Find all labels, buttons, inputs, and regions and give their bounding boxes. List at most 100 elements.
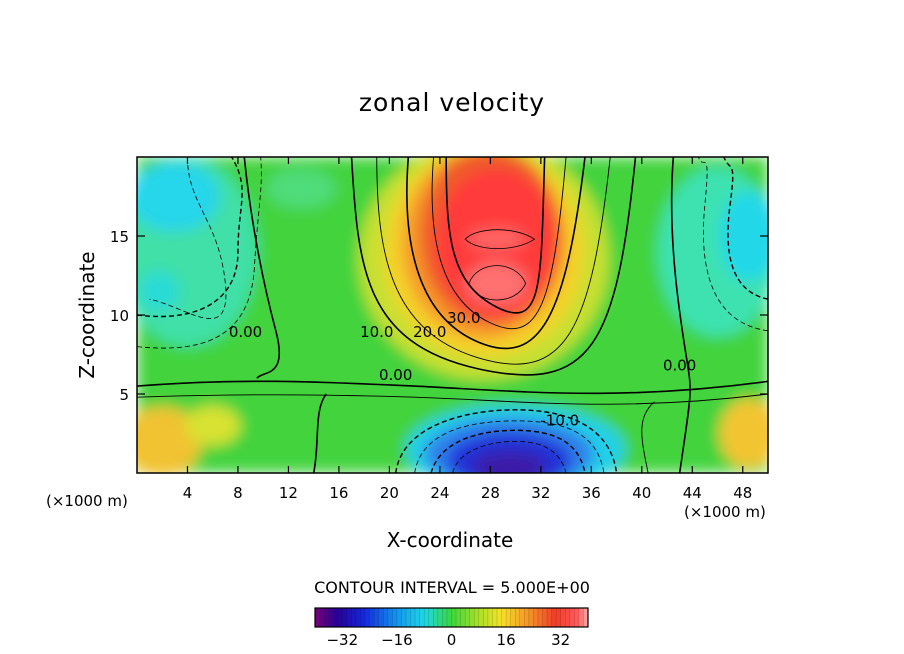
chart-title: zonal velocity (358, 88, 546, 117)
colorbar-tick-label: −32 (326, 631, 358, 649)
contour-labels: 30.020.0 10.0 0.00 0.00 0.00 -10.0 (229, 309, 697, 430)
colorbar: −32 −16 0 16 32 (314, 607, 589, 649)
x-unit-label-right: (×1000 m) (684, 503, 766, 521)
colorbar-cell (369, 608, 375, 627)
colorbar-cell (551, 608, 557, 627)
colorbar-cell (355, 608, 361, 627)
colorbar-cell (574, 608, 580, 627)
contour-line (406, 157, 586, 350)
contour-line (137, 393, 768, 405)
field-blob (137, 161, 220, 232)
contour-lines (137, 157, 768, 473)
colorbar-cell (469, 608, 475, 627)
colorbar-cell (501, 608, 507, 627)
colorbar-tick-label: 16 (497, 631, 516, 649)
contour-line (414, 420, 605, 473)
contour-line (464, 229, 536, 249)
colorbar-cell (451, 608, 457, 627)
colorbar-cell (328, 608, 334, 627)
colorbar-cell (528, 608, 534, 627)
colorbar-cell (542, 608, 548, 627)
colorbar-tick-label: 0 (447, 631, 457, 649)
colorbar-cell (415, 608, 420, 627)
field-blob (719, 398, 768, 469)
colorbar-cell (346, 608, 352, 627)
colorbar-cell (360, 608, 366, 627)
colorbar-cell (560, 608, 566, 627)
colorbar-cell (478, 608, 484, 627)
x-tick-label: 32 (531, 484, 550, 502)
colorbar-cell (474, 608, 480, 627)
colorbar-cell (437, 608, 443, 627)
x-tick-label: 24 (430, 484, 449, 502)
colorbar-cell (319, 608, 325, 627)
contour-line (149, 157, 227, 319)
y-tick-label: 10 (110, 307, 129, 325)
contour-line (452, 440, 567, 473)
field-blob (471, 450, 548, 473)
colorbar-cell (446, 608, 452, 627)
colorbar-cell (537, 608, 543, 627)
colorbar-cell (337, 608, 343, 627)
colorbar-cell (406, 608, 411, 627)
colorbar-cell (442, 608, 448, 627)
field-blob (139, 271, 180, 312)
contour-value-label: -10.0 (540, 412, 579, 430)
field-blob (719, 191, 768, 281)
colorbar-tick-label: −16 (381, 631, 413, 649)
colorbar-cell (583, 608, 589, 627)
colorbar-cell (547, 608, 552, 627)
contour-line (243, 157, 281, 379)
x-tick-label: 8 (233, 484, 243, 502)
contour-value-label: 0.00 (379, 366, 412, 384)
colorbar-cell (460, 608, 466, 627)
colorbar-cell (419, 608, 425, 627)
contour-line (723, 157, 768, 300)
colorbar-cell (333, 608, 339, 627)
contour-value-label: 30.0 (447, 309, 480, 327)
field-blob (266, 168, 337, 209)
x-tick-label: 28 (481, 484, 500, 502)
colorbar-cell (383, 608, 389, 627)
contour-line (445, 157, 546, 314)
x-tick-label: 36 (582, 484, 601, 502)
colorbar-cell (533, 608, 539, 627)
colorbar-cell (378, 608, 384, 627)
colorbar-cell (315, 608, 320, 627)
contour-line (312, 393, 327, 473)
colorbar-cell (515, 608, 521, 627)
contour-value-label: 0.00 (663, 356, 696, 374)
colorbar-cell (510, 608, 516, 627)
field-blob (464, 261, 529, 306)
colorbar-cell (465, 608, 470, 627)
contour-value-label: 20.0 (413, 323, 446, 341)
field-blob (184, 405, 241, 446)
contour-line (698, 157, 768, 332)
x-tick-label: 48 (733, 484, 752, 502)
colorbar-cell (387, 608, 393, 627)
field-blob (466, 227, 527, 252)
colorbar-cell (524, 608, 530, 627)
contour-line (670, 157, 691, 473)
colorbar-cell (392, 608, 398, 627)
colorbar-cell (401, 608, 407, 627)
contour-line (376, 157, 611, 365)
contour-value-label: 0.00 (229, 323, 262, 341)
colorbar-cell (497, 608, 502, 627)
colorbar-cell (410, 608, 416, 627)
colorbar-frame (314, 607, 589, 628)
colorbar-cell (396, 608, 402, 627)
colorbar-cell (569, 608, 575, 627)
colorbar-cell (428, 608, 434, 627)
contour-line (468, 265, 527, 301)
colorbar-cell (565, 608, 571, 627)
contour-line (350, 157, 637, 376)
x-tick-label: 44 (683, 484, 702, 502)
contour-line (137, 380, 768, 395)
colorbar-tick-label: 32 (551, 631, 570, 649)
x-tick-label: 4 (183, 484, 193, 502)
colorbar-cell (456, 608, 461, 627)
x-tick-label: 20 (380, 484, 399, 502)
colorbar-cell (324, 608, 329, 627)
